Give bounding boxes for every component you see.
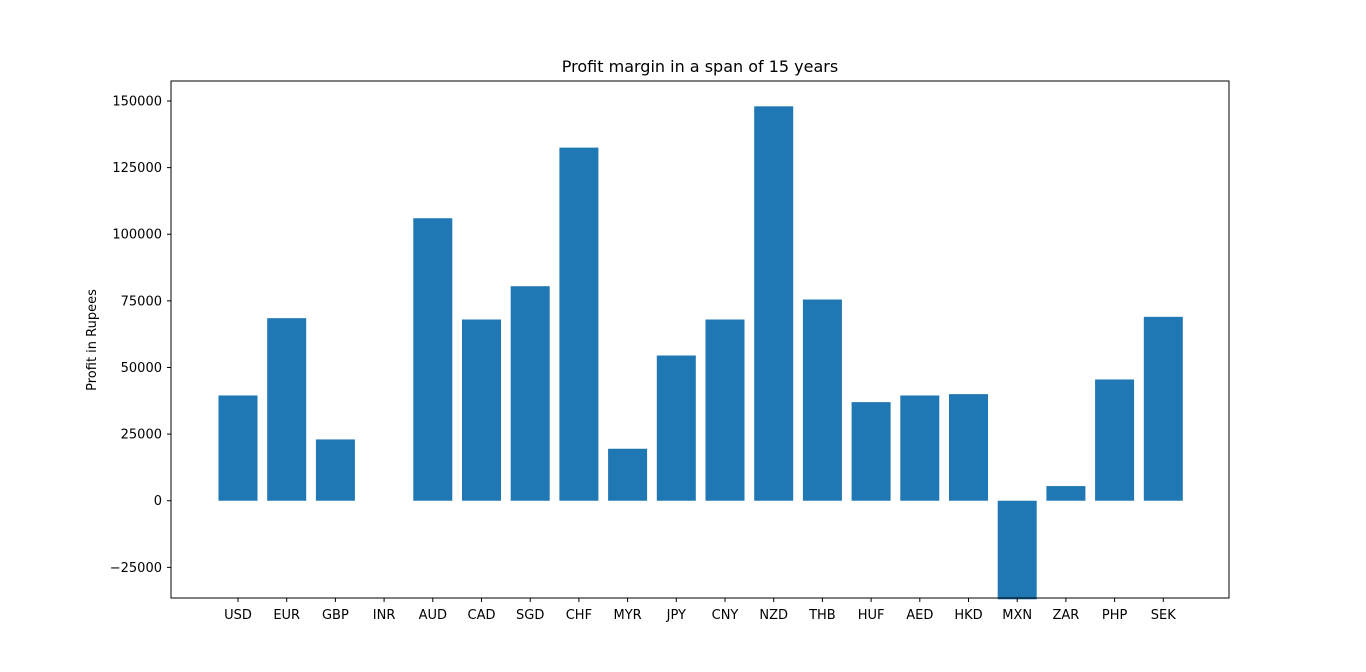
y-tick-label: 25000 xyxy=(121,428,162,443)
y-tick-label: 125000 xyxy=(112,161,162,176)
y-tick-label: 50000 xyxy=(121,361,162,376)
bar-hkd xyxy=(949,394,988,501)
bar-sgd xyxy=(510,286,550,501)
x-tick-label-sgd: SGD xyxy=(516,608,544,623)
bar-php xyxy=(1095,379,1135,501)
bar-mxn xyxy=(997,500,1037,600)
y-tick-label: −25000 xyxy=(110,561,162,576)
x-tick-label-inr: INR xyxy=(373,608,396,623)
bar-jpy xyxy=(656,355,696,501)
plot-frame xyxy=(170,80,1230,599)
x-tick-label-chf: CHF xyxy=(566,608,592,623)
y-tick-label: 75000 xyxy=(121,294,162,309)
bar-aed xyxy=(900,395,940,501)
bar-sek xyxy=(1143,316,1183,501)
y-axis-label: Profit in Rupees xyxy=(85,289,100,391)
bar-zar xyxy=(1046,486,1086,501)
x-tick-label-nzd: NZD xyxy=(759,608,788,623)
x-tick-label-zar: ZAR xyxy=(1052,608,1079,623)
bar-nzd xyxy=(754,106,794,501)
bar-thb xyxy=(802,299,842,501)
bar-chf xyxy=(559,147,599,501)
x-tick-label-mxn: MXN xyxy=(1002,608,1032,623)
x-tick-label-eur: EUR xyxy=(273,608,300,623)
bar-myr xyxy=(608,448,648,501)
x-tick-label-aud: AUD xyxy=(419,608,447,623)
bar-aud xyxy=(413,218,453,501)
y-tick-label: 150000 xyxy=(112,94,162,109)
chart-title: Profit margin in a span of 15 years xyxy=(562,57,838,76)
x-tick-label-myr: MYR xyxy=(613,608,641,623)
x-tick-label-cad: CAD xyxy=(468,608,496,623)
x-ticks-group: USD EUR GBP INR AUD CAD SGD CHF MYR JPY CNY NZD THB H… xyxy=(224,598,1176,623)
x-tick-label-huf: HUF xyxy=(858,608,885,623)
bar-cad xyxy=(462,319,501,501)
x-tick-label-thb: THB xyxy=(808,608,836,623)
x-tick-label-jpy: JPY xyxy=(666,608,686,623)
bar-eur xyxy=(267,318,307,501)
y-tick-label: 100000 xyxy=(112,228,162,243)
x-tick-label-sek: SEK xyxy=(1151,608,1176,623)
x-tick-label-hkd: HKD xyxy=(954,608,982,623)
bar-cny xyxy=(705,319,745,501)
bar-gbp xyxy=(315,439,355,501)
x-tick-label-usd: USD xyxy=(224,608,252,623)
bar-huf xyxy=(851,402,891,501)
x-tick-label-aed: AED xyxy=(906,608,933,623)
bar-usd xyxy=(218,395,258,501)
x-tick-label-php: PHP xyxy=(1102,608,1128,623)
x-tick-label-cny: CNY xyxy=(712,608,739,623)
x-tick-label-gbp: GBP xyxy=(322,608,349,623)
bars-group xyxy=(218,106,1183,600)
y-ticks-group: −25000 0 25000 50000 75000 100000 125000 150000 xyxy=(110,94,171,576)
y-tick-label: 0 xyxy=(154,494,162,509)
